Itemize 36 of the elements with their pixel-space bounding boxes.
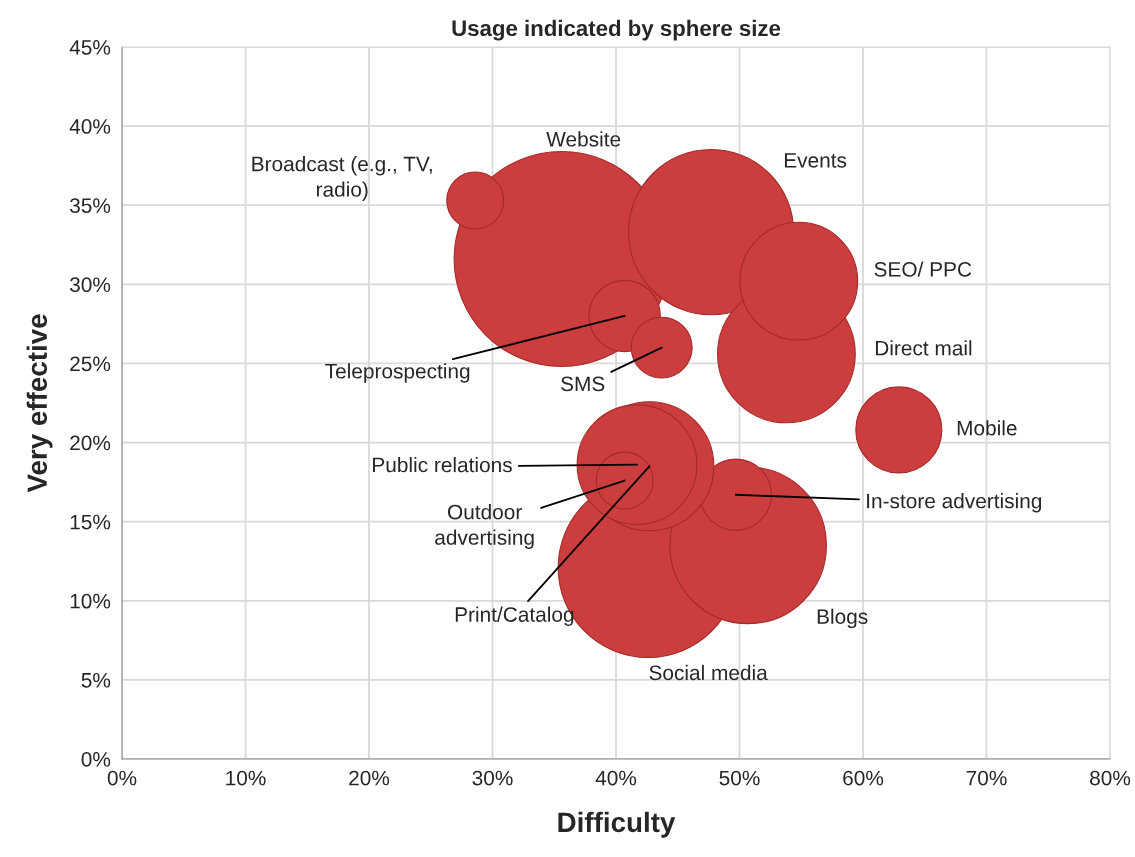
x-axis-title: Difficulty xyxy=(558,811,676,838)
annotation: Mobile xyxy=(957,420,1017,436)
y-tick-label: 15% xyxy=(70,514,111,530)
x-tick-label: 20% xyxy=(349,770,390,786)
annotation: SMS xyxy=(561,376,605,392)
y-tick-label: 40% xyxy=(69,119,111,134)
annotation: Teleprospecting xyxy=(325,363,470,383)
y-tick-label: 45% xyxy=(69,40,111,55)
y-tick-label: 30% xyxy=(69,277,111,293)
y-tick-label: 10% xyxy=(70,593,111,609)
y-axis-title: Very effective xyxy=(26,314,53,493)
y-tick-label: 25% xyxy=(70,356,111,372)
annotation: Broadcast (e.g., TV, radio) xyxy=(252,156,432,201)
annotation: Print/Catalog xyxy=(455,606,574,626)
annotation: Direct mail xyxy=(875,340,972,356)
annotation: SEO/ PPC xyxy=(874,261,972,277)
annotation: Events xyxy=(784,153,847,168)
x-tick-label: 60% xyxy=(843,770,884,786)
x-tick-label: 80% xyxy=(1090,770,1131,786)
y-tick-label: 0% xyxy=(81,752,111,767)
x-tick-label: 40% xyxy=(595,770,637,786)
x-tick-label: 70% xyxy=(966,770,1007,786)
x-tick-label: 10% xyxy=(226,770,266,786)
annotation: In-store advertising xyxy=(867,493,1042,513)
annotation: Social media xyxy=(649,664,768,681)
y-tick-label: 20% xyxy=(70,435,111,451)
y-tick-label: 5% xyxy=(81,672,111,688)
x-tick-label: 0% xyxy=(107,770,137,786)
y-tick-label: 35% xyxy=(69,198,111,213)
x-tick-label: 50% xyxy=(719,770,760,786)
annotation: Blogs xyxy=(817,608,868,629)
annotation: Public relations xyxy=(373,457,512,473)
annotation: Outdoor advertising xyxy=(435,504,534,549)
chart-title: Usage indicated by sphere size xyxy=(452,19,781,41)
annotation: Website xyxy=(546,131,621,147)
x-tick-label: 30% xyxy=(472,770,513,786)
